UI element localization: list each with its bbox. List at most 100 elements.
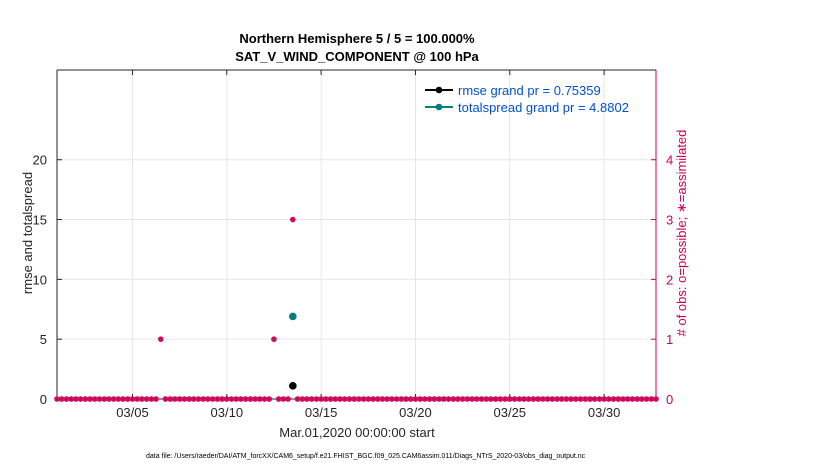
obs-assimilated-marker bbox=[110, 396, 117, 402]
obs-count-point bbox=[294, 396, 301, 402]
obs-assimilated-marker bbox=[511, 396, 518, 402]
obs-assimilated-marker bbox=[252, 396, 258, 402]
obs-assimilated-marker bbox=[507, 396, 513, 402]
obs-assimilated-marker bbox=[82, 396, 88, 402]
obs-count-point bbox=[195, 396, 202, 402]
obs-assimilated-marker bbox=[601, 396, 607, 402]
obs-assimilated-marker bbox=[384, 396, 390, 402]
obs-count-point bbox=[455, 396, 461, 402]
obs-assimilated-marker bbox=[276, 396, 282, 402]
x-tick-label: 03/20 bbox=[399, 405, 432, 420]
obs-assimilated-marker bbox=[606, 396, 612, 402]
obs-count-point bbox=[228, 396, 235, 402]
obs-assimilated-marker bbox=[68, 396, 74, 402]
obs-assimilated-marker bbox=[177, 396, 183, 402]
obs-count-point bbox=[535, 396, 541, 402]
obs-count-point bbox=[544, 396, 551, 402]
legend-marker bbox=[435, 86, 443, 94]
obs-count-point bbox=[540, 396, 546, 402]
obs-count-point bbox=[162, 396, 169, 402]
obs-count-point bbox=[629, 396, 636, 402]
obs-assimilated-marker bbox=[540, 396, 546, 402]
obs-assimilated-marker bbox=[455, 396, 461, 402]
obs-count-point bbox=[525, 396, 532, 402]
obs-count-point bbox=[157, 336, 164, 342]
obs-assimilated-marker bbox=[544, 396, 551, 402]
obs-assimilated-marker bbox=[554, 396, 560, 402]
obs-assimilated-marker bbox=[427, 396, 433, 402]
obs-count-point bbox=[374, 396, 381, 402]
obs-count-point bbox=[610, 396, 617, 402]
obs-assimilated-marker bbox=[615, 396, 621, 402]
obs-assimilated-marker bbox=[238, 396, 244, 402]
obs-count-point bbox=[483, 396, 490, 402]
obs-assimilated-marker bbox=[620, 396, 626, 402]
obs-assimilated-marker bbox=[422, 396, 428, 402]
obs-assimilated-marker bbox=[92, 396, 98, 402]
obs-count-point bbox=[190, 396, 197, 402]
series-markers bbox=[289, 312, 297, 390]
obs-count-point bbox=[384, 396, 390, 402]
obs-count-point bbox=[403, 396, 409, 402]
obs-assimilated-marker bbox=[318, 396, 324, 402]
obs-assimilated-marker bbox=[106, 396, 112, 402]
data-file-footnote: data file: /Users/raeder/DAI/ATM_forcXX/… bbox=[146, 453, 586, 460]
obs-count-point bbox=[436, 396, 442, 402]
obs-assimilated-marker bbox=[257, 396, 263, 402]
obs-count-point bbox=[252, 396, 258, 402]
obs-assimilated-marker bbox=[120, 396, 126, 402]
obs-assimilated-marker bbox=[379, 396, 386, 402]
obs-assimilated-marker bbox=[125, 396, 131, 402]
obs-assimilated-marker bbox=[73, 396, 79, 402]
obs-assimilated-marker bbox=[346, 396, 353, 402]
obs-assimilated-marker bbox=[483, 396, 489, 402]
obs-assimilated-marker bbox=[610, 396, 617, 402]
obs-count-point bbox=[639, 396, 645, 402]
obs-assimilated-marker bbox=[587, 396, 593, 402]
obs-assimilated-marker bbox=[233, 396, 239, 402]
obs-count-point bbox=[417, 396, 423, 402]
obs-count-point bbox=[110, 396, 117, 402]
obs-count-point bbox=[139, 396, 145, 402]
obs-assimilated-marker bbox=[214, 396, 220, 402]
obs-count-point bbox=[280, 396, 287, 402]
x-tick-label: 03/05 bbox=[116, 405, 149, 420]
obs-assimilated-marker bbox=[63, 396, 70, 402]
obs-assimilated-marker bbox=[478, 396, 485, 402]
x-tick-label: 03/10 bbox=[211, 405, 244, 420]
obs-assimilated-marker bbox=[497, 396, 503, 402]
y2-tick-label: 0 bbox=[666, 392, 673, 407]
obs-assimilated-marker bbox=[530, 396, 536, 402]
obs-assimilated-marker bbox=[629, 396, 636, 402]
obs-count-point bbox=[459, 396, 466, 402]
obs-count-point bbox=[563, 396, 570, 402]
obs-count-point bbox=[96, 396, 103, 402]
obs-count-point bbox=[643, 396, 650, 402]
obs-count-markers bbox=[54, 216, 659, 402]
obs-count-point bbox=[124, 396, 131, 402]
x-tick-label: 03/30 bbox=[588, 405, 621, 420]
obs-count-point bbox=[341, 396, 348, 402]
obs-count-point bbox=[115, 396, 122, 402]
x-tick-label: 03/15 bbox=[305, 405, 338, 420]
obs-assimilated-marker bbox=[342, 396, 348, 402]
obs-assimilated-marker bbox=[313, 396, 320, 402]
obs-assimilated-marker bbox=[327, 396, 334, 402]
y-tick-label: 20 bbox=[33, 153, 47, 168]
obs-count-point bbox=[271, 336, 277, 342]
obs-assimilated-marker bbox=[356, 396, 362, 402]
obs-count-point bbox=[615, 396, 622, 402]
obs-assimilated-marker bbox=[59, 396, 65, 402]
obs-count-point bbox=[148, 396, 155, 402]
totalspread-point bbox=[289, 312, 297, 321]
obs-count-point bbox=[473, 396, 480, 402]
obs-assimilated-marker bbox=[54, 396, 60, 402]
obs-count-point bbox=[285, 396, 291, 402]
obs-count-point bbox=[242, 396, 249, 402]
obs-assimilated-marker bbox=[129, 396, 136, 402]
legend-marker bbox=[435, 103, 443, 111]
obs-count-point bbox=[205, 396, 211, 402]
obs-count-point bbox=[370, 396, 376, 402]
obs-assimilated-marker bbox=[266, 396, 272, 402]
obs-count-point bbox=[620, 396, 626, 402]
